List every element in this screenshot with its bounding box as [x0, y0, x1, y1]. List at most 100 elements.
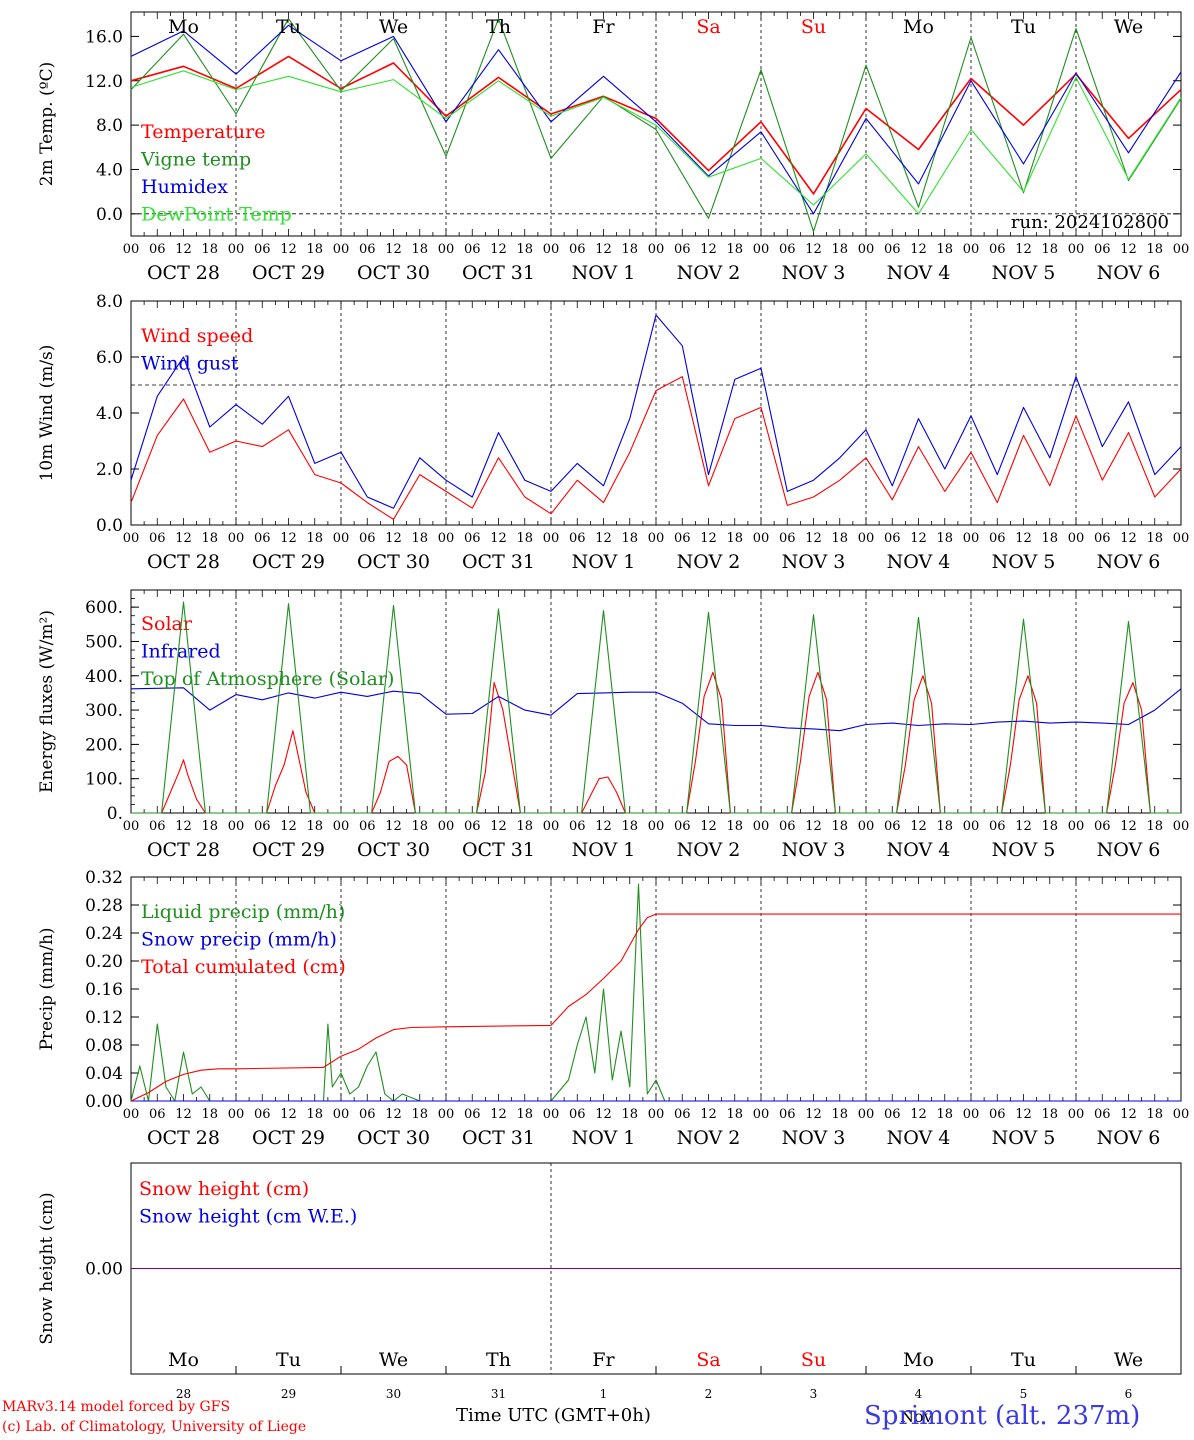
hour-tick-label: 06: [884, 242, 901, 257]
hour-tick-label: 12: [910, 819, 927, 834]
hour-tick-label: 18: [1146, 1107, 1163, 1122]
y-axis-label: 10m Wind (m/s): [37, 345, 57, 482]
hour-tick-label: 12: [1120, 819, 1137, 834]
hour-tick-label: 00: [438, 242, 455, 257]
weekday-label-bottom: We: [1114, 1349, 1143, 1371]
legend-entry: Wind speed: [141, 325, 253, 347]
hour-tick-label: 06: [254, 819, 271, 834]
hour-tick-label: 12: [490, 531, 507, 546]
hour-tick-label: 12: [385, 531, 402, 546]
day-label: OCT 28: [147, 1127, 220, 1149]
hour-tick-label: 00: [333, 531, 350, 546]
hour-tick-label: 18: [1041, 1107, 1058, 1122]
hour-tick-label: 12: [175, 242, 192, 257]
series-line-liquid-precip-mm-h-: [130, 883, 674, 1102]
day-label: NOV 3: [782, 839, 846, 861]
y-tick-label: 0.: [107, 804, 123, 824]
hour-tick-label: 06: [884, 1107, 901, 1122]
day-number: 30: [386, 1387, 401, 1401]
day-label: OCT 30: [357, 1127, 430, 1149]
day-label: OCT 31: [462, 1127, 535, 1149]
day-number: 28: [176, 1387, 191, 1401]
hour-tick-label: 06: [1094, 819, 1111, 834]
month-label: Nov: [900, 1407, 933, 1426]
y-tick-label: 2.0: [96, 460, 123, 480]
day-label: NOV 1: [572, 1127, 636, 1149]
weekday-label-bottom: Fr: [592, 1349, 615, 1371]
hour-tick-label: 06: [254, 1107, 271, 1122]
hour-tick-label: 12: [595, 1107, 612, 1122]
weekday-label-bottom: Su: [801, 1349, 826, 1371]
day-number: 6: [1125, 1387, 1133, 1401]
hour-tick-label: 00: [753, 242, 770, 257]
day-label: NOV 5: [992, 262, 1056, 284]
hour-tick-label: 18: [936, 242, 953, 257]
hour-tick-label: 12: [700, 1107, 717, 1122]
legend-entry: Wind gust: [141, 353, 239, 375]
hour-tick-label: 06: [149, 1107, 166, 1122]
hour-tick-label: 18: [306, 242, 323, 257]
hour-tick-label: 00: [438, 1107, 455, 1122]
hour-tick-label: 12: [175, 531, 192, 546]
hour-tick-label: 12: [490, 819, 507, 834]
hour-tick-label: 06: [989, 242, 1006, 257]
series-line-infrared: [130, 687, 1182, 732]
hour-tick-label: 00: [1068, 531, 1085, 546]
series-line-dewpoint-temp: [130, 70, 1182, 215]
day-label: NOV 3: [782, 551, 846, 573]
hour-tick-label: 06: [674, 531, 691, 546]
day-label: NOV 3: [782, 1127, 846, 1149]
hour-tick-label: 12: [280, 242, 297, 257]
series-line-wind-speed: [130, 376, 1182, 520]
hour-tick-label: 18: [621, 1107, 638, 1122]
hour-tick-label: 12: [490, 1107, 507, 1122]
y-tick-label: 0.20: [85, 952, 123, 972]
hour-tick-label: 12: [595, 819, 612, 834]
hour-tick-label: 06: [779, 1107, 796, 1122]
hour-tick-label: 00: [963, 242, 980, 257]
hour-tick-label: 00: [963, 819, 980, 834]
hour-tick-label: 18: [936, 531, 953, 546]
weekday-label-bottom: Tu: [276, 1349, 301, 1371]
y-tick-label: 300.: [85, 701, 123, 721]
day-label: NOV 6: [1097, 262, 1161, 284]
hour-tick-label: 12: [595, 531, 612, 546]
hour-tick-label: 00: [333, 1107, 350, 1122]
legend-entry: Snow height (cm W.E.): [139, 1206, 357, 1228]
hour-tick-label: 12: [175, 819, 192, 834]
hour-tick-label: 18: [936, 1107, 953, 1122]
hour-tick-label: 00: [543, 819, 560, 834]
day-label: NOV 4: [887, 839, 951, 861]
hour-tick-label: 12: [910, 1107, 927, 1122]
y-tick-label: 0.32: [85, 868, 123, 888]
weekday-label: Tu: [1011, 16, 1036, 38]
hour-tick-label: 00: [963, 531, 980, 546]
series-line-vigne-temp: [130, 18, 1182, 233]
y-tick-label: 4.0: [96, 160, 123, 180]
hour-tick-label: 12: [805, 819, 822, 834]
series-line-top-of-atmosphere-solar-: [131, 601, 1181, 814]
day-label: NOV 1: [572, 262, 636, 284]
hour-tick-label: 12: [910, 531, 927, 546]
time-axis-label: Time UTC (GMT+0h): [456, 1405, 651, 1426]
series-line-temperature: [130, 55, 1182, 195]
y-tick-label: 200.: [85, 735, 123, 755]
hour-tick-label: 00: [228, 531, 245, 546]
hour-tick-label: 00: [858, 819, 875, 834]
day-number: 3: [810, 1387, 818, 1401]
legend-entry: Temperature: [141, 121, 265, 143]
day-number: 5: [1020, 1387, 1028, 1401]
hour-tick-label: 00: [123, 242, 140, 257]
day-label: OCT 29: [252, 839, 325, 861]
legend-entry: Snow height (cm): [139, 1178, 309, 1200]
hour-tick-label: 00: [543, 242, 560, 257]
y-tick-label: 16.0: [85, 27, 123, 47]
hour-tick-label: 00: [333, 819, 350, 834]
hour-tick-label: 06: [989, 819, 1006, 834]
hour-tick-label: 00: [1173, 819, 1190, 834]
hour-tick-label: 06: [359, 531, 376, 546]
day-label: OCT 28: [147, 839, 220, 861]
hour-tick-label: 18: [1041, 242, 1058, 257]
hour-tick-label: 06: [464, 1107, 481, 1122]
